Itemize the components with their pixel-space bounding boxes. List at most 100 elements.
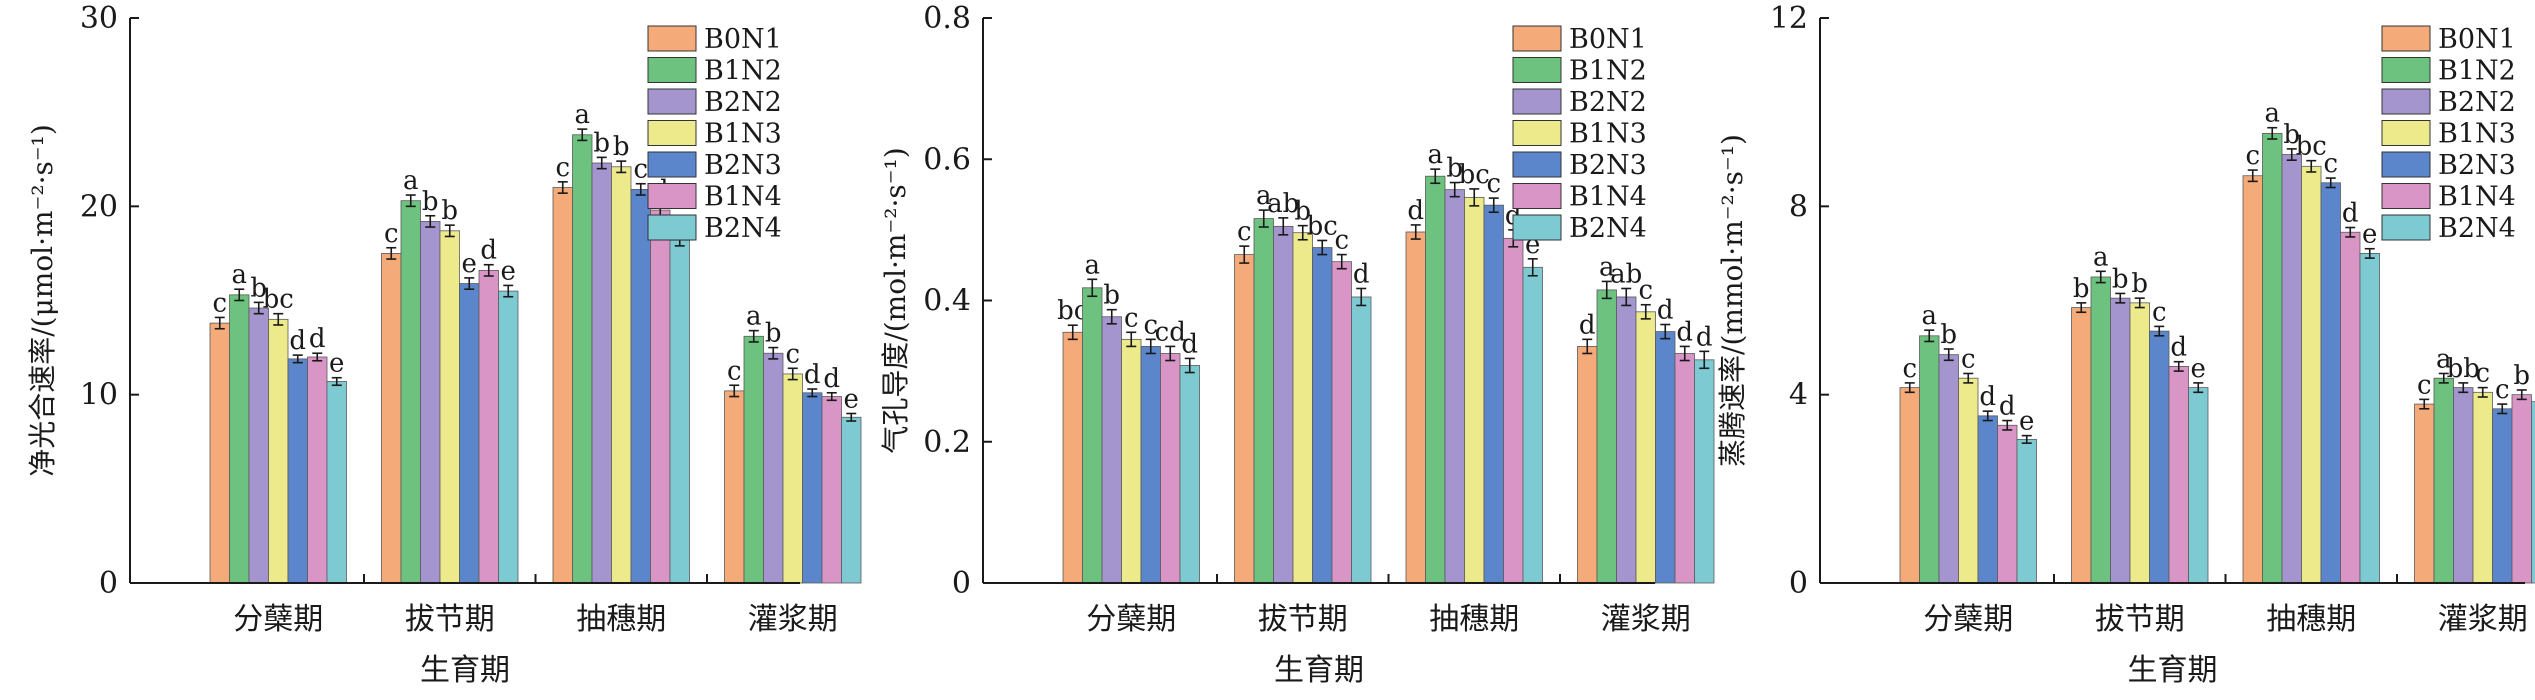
significance-letter: c — [1124, 303, 1139, 333]
legend-label: B1N3 — [1569, 119, 1647, 150]
bar-b1n2-4 — [744, 336, 764, 583]
x-tick-label: 灌浆期 — [2438, 602, 2528, 637]
x-tick-label: 拔节期 — [1258, 602, 1348, 637]
significance-letter: d — [1999, 392, 2016, 422]
bar-b2n3-3 — [1484, 205, 1504, 583]
legend-swatch-b1n4 — [648, 184, 696, 209]
y-tick-label: 0.4 — [923, 284, 971, 319]
significance-letter: a — [2264, 99, 2280, 129]
bar-b2n4-4 — [842, 417, 862, 583]
legend-swatch-b1n2 — [2382, 58, 2430, 83]
legend-swatch-b2n2 — [2382, 89, 2430, 114]
legend-label: B2N4 — [2438, 213, 2516, 244]
significance-letter: a — [746, 302, 762, 332]
bar-b2n3-4 — [2493, 409, 2513, 583]
significance-letter: c — [384, 219, 399, 249]
bar-b0n1-2 — [2072, 308, 2092, 583]
legend-label: B2N2 — [704, 87, 782, 118]
bar-b2n3-1 — [1978, 416, 1998, 583]
significance-letter: b — [2073, 274, 2090, 304]
x-tick-label: 抽穗期 — [576, 602, 666, 637]
bar-b2n2-4 — [764, 353, 784, 583]
bar-b1n3-3 — [1465, 197, 1485, 583]
significance-letter: d — [1696, 322, 1713, 352]
bar-b2n3-4 — [1656, 332, 1676, 583]
y-tick-label: 4 — [1789, 378, 1808, 413]
significance-letter: c — [2417, 370, 2432, 400]
y-tick-label: 8 — [1789, 189, 1808, 224]
legend-label: B2N3 — [704, 150, 782, 181]
significance-letter: d — [309, 324, 326, 354]
bar-b1n3-4 — [783, 374, 803, 583]
bar-b1n2-2 — [401, 201, 421, 583]
bar-b0n1-3 — [2243, 176, 2263, 583]
significance-letter: d — [289, 326, 306, 356]
legend-label: B2N2 — [1569, 87, 1647, 118]
significance-letter: bc — [1307, 211, 1338, 241]
significance-letter: c — [2152, 297, 2167, 327]
bar-b0n1-1 — [1900, 388, 1920, 583]
significance-letter: c — [555, 153, 570, 183]
significance-letter: a — [231, 260, 247, 290]
bar-b1n3-4 — [2473, 392, 2493, 583]
significance-letter: d — [480, 236, 497, 266]
bar-b1n3-2 — [2130, 303, 2150, 583]
bar-b1n2-4 — [2434, 378, 2454, 583]
significance-letter: c — [1902, 354, 1917, 384]
significance-letter: d — [823, 364, 840, 394]
bar-b1n3-1 — [269, 319, 289, 583]
x-tick-label: 分蘖期 — [1923, 602, 2013, 637]
bar-b2n4-3 — [1523, 267, 1543, 583]
significance-letter: a — [1084, 250, 1100, 280]
significance-letter: d — [1979, 382, 1996, 412]
significance-letter: a — [1427, 140, 1443, 170]
significance-letter: c — [1638, 276, 1653, 306]
legend-label: B0N1 — [2438, 24, 2516, 55]
legend-label: B2N3 — [1569, 150, 1647, 181]
bar-b1n4-2 — [479, 270, 499, 583]
bar-b1n2-2 — [2091, 277, 2111, 583]
legend-swatch-b2n2 — [648, 89, 696, 114]
significance-letter: c — [2323, 149, 2338, 179]
significance-letter: d — [1353, 259, 1370, 289]
significance-letter: e — [462, 249, 477, 279]
y-tick-label: 0.2 — [923, 425, 971, 460]
bar-b2n4-3 — [2360, 253, 2380, 583]
legend-swatch-b2n3 — [2382, 152, 2430, 177]
bar-b1n4-1 — [308, 357, 328, 583]
significance-letter: bc — [2296, 132, 2327, 162]
significance-letter: b — [765, 319, 782, 349]
bar-b0n1-4 — [2415, 404, 2435, 583]
significance-letter: d — [1407, 196, 1424, 226]
bar-b1n2-3 — [1426, 176, 1446, 583]
y-tick-label: 10 — [80, 378, 118, 413]
bar-b2n3-2 — [460, 284, 480, 583]
legend-label: B1N2 — [1569, 56, 1647, 87]
x-tick-label: 灌浆期 — [748, 602, 838, 637]
legend-swatch-b1n3 — [2382, 121, 2430, 146]
legend-swatch-b2n4 — [2382, 215, 2430, 240]
legend-swatch-b0n1 — [2382, 26, 2430, 51]
significance-letter: b — [441, 196, 458, 226]
significance-letter: d — [2170, 333, 2187, 363]
legend-label: B1N2 — [2438, 56, 2516, 87]
bar-b1n4-2 — [1332, 262, 1352, 583]
significance-letter: d — [1676, 317, 1693, 347]
y-axis-title: 蒸腾速率/(mmol·m⁻²·s⁻¹) — [1716, 134, 1749, 467]
x-tick-label: 拔节期 — [405, 602, 495, 637]
bar-b0n1-4 — [725, 391, 745, 583]
y-axis-title: 气孔导度/(mol·m⁻²·s⁻¹) — [879, 147, 912, 453]
chart-panel-1: cabbcdde分蘖期cabbede拔节期cabbcde抽穗期cabcdde灌浆… — [26, 1, 861, 688]
y-tick-label: 0 — [1789, 566, 1808, 601]
y-tick-label: 12 — [1770, 1, 1808, 36]
significance-letter: c — [633, 155, 648, 185]
bar-b1n3-1 — [1959, 378, 1979, 583]
significance-letter: e — [329, 349, 344, 379]
significance-letter: c — [1961, 344, 1976, 374]
bar-b2n2-4 — [1617, 297, 1637, 583]
y-axis-title: 净光合速率/(μmol·m⁻²·s⁻¹) — [26, 124, 59, 477]
bar-b0n1-2 — [382, 253, 402, 583]
